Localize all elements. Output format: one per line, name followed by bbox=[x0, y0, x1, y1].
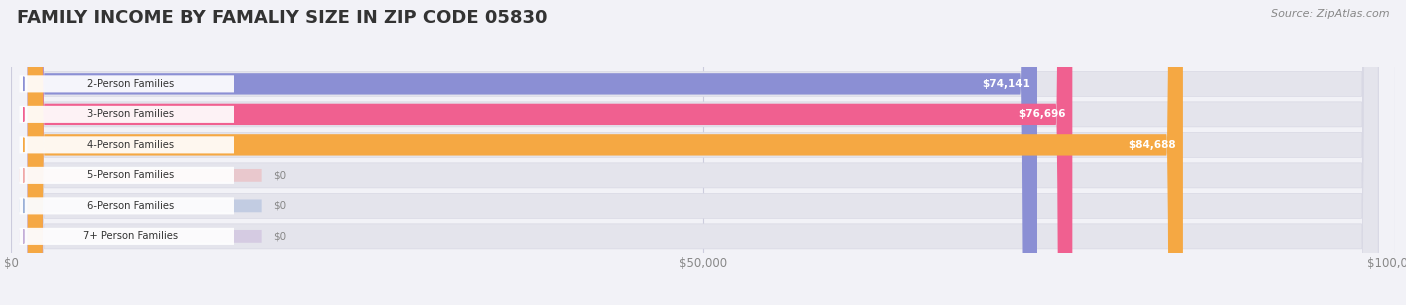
Text: Source: ZipAtlas.com: Source: ZipAtlas.com bbox=[1271, 9, 1389, 19]
Text: $76,696: $76,696 bbox=[1018, 109, 1066, 119]
FancyBboxPatch shape bbox=[28, 0, 1182, 305]
FancyBboxPatch shape bbox=[28, 0, 1378, 305]
Text: $84,688: $84,688 bbox=[1129, 140, 1175, 150]
Text: $0: $0 bbox=[273, 231, 285, 241]
FancyBboxPatch shape bbox=[20, 167, 233, 184]
FancyBboxPatch shape bbox=[28, 0, 1378, 305]
FancyBboxPatch shape bbox=[20, 230, 262, 243]
FancyBboxPatch shape bbox=[28, 0, 1378, 305]
FancyBboxPatch shape bbox=[20, 136, 233, 153]
Text: FAMILY INCOME BY FAMALIY SIZE IN ZIP CODE 05830: FAMILY INCOME BY FAMALIY SIZE IN ZIP COD… bbox=[17, 9, 547, 27]
FancyBboxPatch shape bbox=[28, 0, 1378, 305]
FancyBboxPatch shape bbox=[20, 197, 233, 214]
FancyBboxPatch shape bbox=[20, 228, 233, 245]
Text: 4-Person Families: 4-Person Families bbox=[87, 140, 174, 150]
Text: 3-Person Families: 3-Person Families bbox=[87, 109, 174, 119]
FancyBboxPatch shape bbox=[20, 106, 233, 123]
FancyBboxPatch shape bbox=[20, 199, 262, 212]
FancyBboxPatch shape bbox=[28, 0, 1378, 305]
Text: 2-Person Families: 2-Person Families bbox=[87, 79, 174, 89]
Text: $0: $0 bbox=[273, 170, 285, 180]
Text: 6-Person Families: 6-Person Families bbox=[87, 201, 174, 211]
FancyBboxPatch shape bbox=[28, 0, 1073, 305]
FancyBboxPatch shape bbox=[28, 0, 1378, 305]
FancyBboxPatch shape bbox=[20, 75, 233, 92]
Text: 7+ Person Families: 7+ Person Families bbox=[83, 231, 179, 241]
Text: 5-Person Families: 5-Person Families bbox=[87, 170, 174, 180]
Text: $0: $0 bbox=[273, 201, 285, 211]
Text: $74,141: $74,141 bbox=[983, 79, 1031, 89]
FancyBboxPatch shape bbox=[28, 0, 1038, 305]
FancyBboxPatch shape bbox=[20, 169, 262, 182]
